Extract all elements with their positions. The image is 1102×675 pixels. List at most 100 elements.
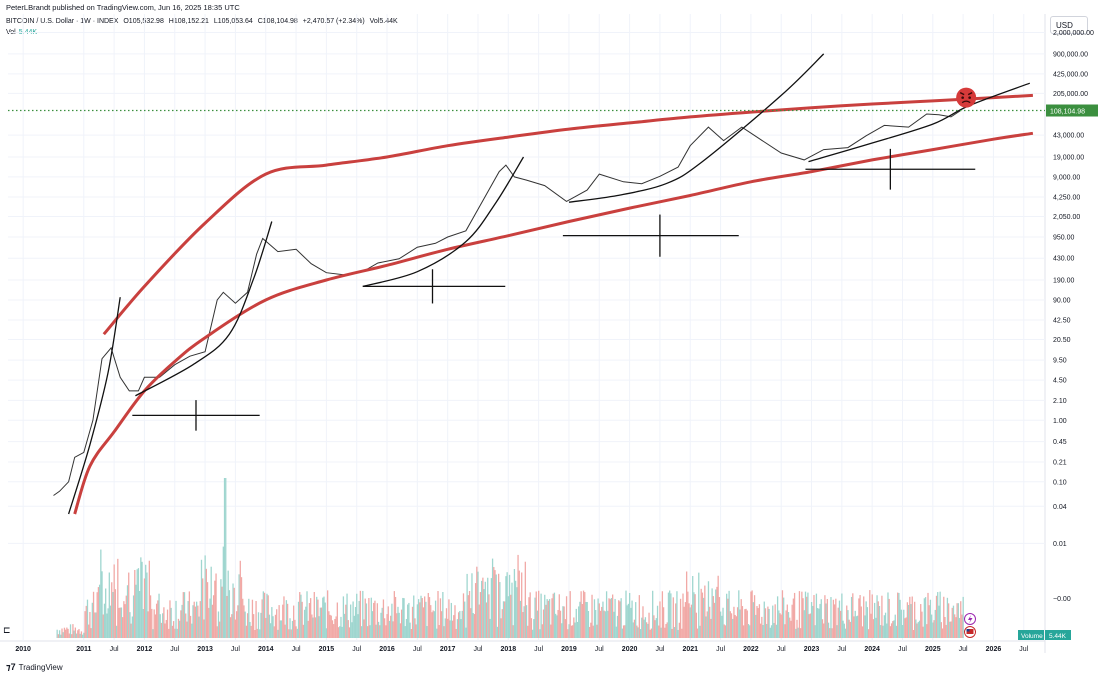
- volume-bar: [818, 608, 820, 638]
- volume-bar: [846, 605, 848, 638]
- volume-bar: [135, 584, 137, 638]
- volume-bar: [632, 622, 634, 638]
- volume-bar: [482, 577, 484, 638]
- volume-bar: [189, 615, 192, 638]
- tradingview-logo[interactable]: ⁊7 TradingView: [6, 662, 63, 673]
- volume-bar: [539, 629, 541, 638]
- volume-bar: [96, 592, 98, 638]
- open-value: O105,532.98: [123, 18, 164, 25]
- volume-bar: [188, 591, 191, 638]
- brand-name: TradingView: [18, 663, 63, 672]
- volume-bar: [203, 619, 205, 638]
- volume-bar: [98, 584, 101, 638]
- volume-bar: [177, 618, 180, 638]
- volume-bar: [341, 626, 343, 638]
- volume-bar: [666, 622, 668, 638]
- volume-bar: [900, 609, 902, 638]
- volume-bar: [413, 595, 415, 638]
- volume-bar: [420, 595, 422, 638]
- volume-bar: [534, 597, 536, 638]
- volume-bar: [939, 591, 941, 638]
- volume-bar: [466, 573, 468, 638]
- volume-bar: [375, 624, 377, 638]
- volume-bar: [337, 627, 340, 638]
- x-tick-label: Jul: [1019, 646, 1028, 653]
- volume-bar: [690, 604, 693, 638]
- volume-bar: [108, 572, 110, 638]
- tradingview-mark-icon: ⁊7: [6, 662, 16, 672]
- volume-bar: [443, 626, 445, 638]
- symbol-name[interactable]: BITCOIN / U.S. Dollar · 1W · INDEX: [6, 18, 119, 25]
- volume-bar: [217, 611, 220, 638]
- volume-bar: [508, 574, 511, 638]
- publisher-line: PeterLBrandt published on TradingView.co…: [6, 3, 240, 12]
- volume-bar: [756, 606, 758, 638]
- volume-bar: [319, 607, 322, 638]
- y-tick-label: 9.50: [1053, 358, 1067, 365]
- time-axis[interactable]: 2010 2011 Jul 2012 Jul 2013 Jul 2014 Jul 2015 Jul 2…: [15, 646, 1028, 653]
- volume-bar: [142, 608, 144, 638]
- volume-bar: [234, 619, 237, 638]
- volume-bar: [228, 590, 231, 638]
- volume-bar: [56, 629, 58, 638]
- volume-bar: [473, 614, 476, 638]
- volume-bar: [200, 559, 203, 638]
- volume-bar: [779, 613, 781, 638]
- volume-bar: [72, 624, 74, 638]
- volume-bar: [795, 628, 797, 638]
- volume-bar: [542, 609, 545, 638]
- x-tick-label: 2018: [501, 646, 517, 653]
- volume-bar: [129, 612, 131, 638]
- x-tick-label: Jul: [898, 646, 907, 653]
- volume-bar: [915, 619, 917, 638]
- volume-bar: [231, 614, 233, 638]
- volume-bar: [957, 603, 959, 638]
- volume-bar: [721, 615, 723, 638]
- volume-bar: [511, 582, 513, 638]
- volume-value-tag: [1045, 630, 1071, 640]
- volume-bar: [897, 592, 899, 638]
- price-axis[interactable]: 2,000,000.00 900,000.00 425,000.00 205,000.…: [1018, 30, 1098, 640]
- volume-bar: [875, 617, 877, 638]
- volume-bar: [747, 624, 750, 638]
- volume-bar: [903, 609, 905, 638]
- volume-bar: [655, 618, 657, 638]
- flag-canton: [966, 629, 970, 632]
- volume-bar: [757, 608, 759, 638]
- volume-bar: [323, 596, 325, 638]
- volume-bar: [550, 624, 552, 638]
- volume-bar: [643, 619, 645, 638]
- volume-bar: [132, 595, 135, 638]
- volume-bar: [815, 593, 818, 638]
- volume-bar: [718, 597, 721, 638]
- volume-bar: [768, 608, 770, 638]
- volume-bar: [864, 615, 866, 638]
- volume-bar: [869, 590, 871, 638]
- volume-bar: [751, 590, 753, 638]
- volume-bar: [63, 627, 66, 638]
- y-tick-label: 0.04: [1053, 504, 1067, 511]
- lightning-icon: [964, 613, 976, 625]
- volume-bar: [85, 605, 87, 638]
- volume-bar: [538, 590, 540, 638]
- volume-bar: [307, 620, 309, 638]
- left-edge-icon: ⊏: [3, 625, 11, 635]
- volume-bar: [472, 613, 474, 638]
- volume-bar: [835, 598, 837, 638]
- volume-bar: [456, 619, 459, 638]
- volume-bar: [683, 606, 685, 638]
- volume-bar: [530, 618, 533, 638]
- volume-bar: [612, 594, 614, 638]
- volume-bar: [648, 612, 650, 638]
- volume-bar: [841, 593, 843, 638]
- volume-bar: [523, 606, 525, 638]
- volume-bar: [664, 627, 666, 638]
- volume-bar: [317, 599, 319, 638]
- currency-selector[interactable]: USD: [1050, 16, 1088, 34]
- volume-bar: [477, 571, 479, 638]
- volume-bar: [802, 598, 804, 638]
- volume-bar: [536, 610, 539, 638]
- volume-bar: [269, 623, 272, 638]
- volume-bar: [852, 593, 854, 638]
